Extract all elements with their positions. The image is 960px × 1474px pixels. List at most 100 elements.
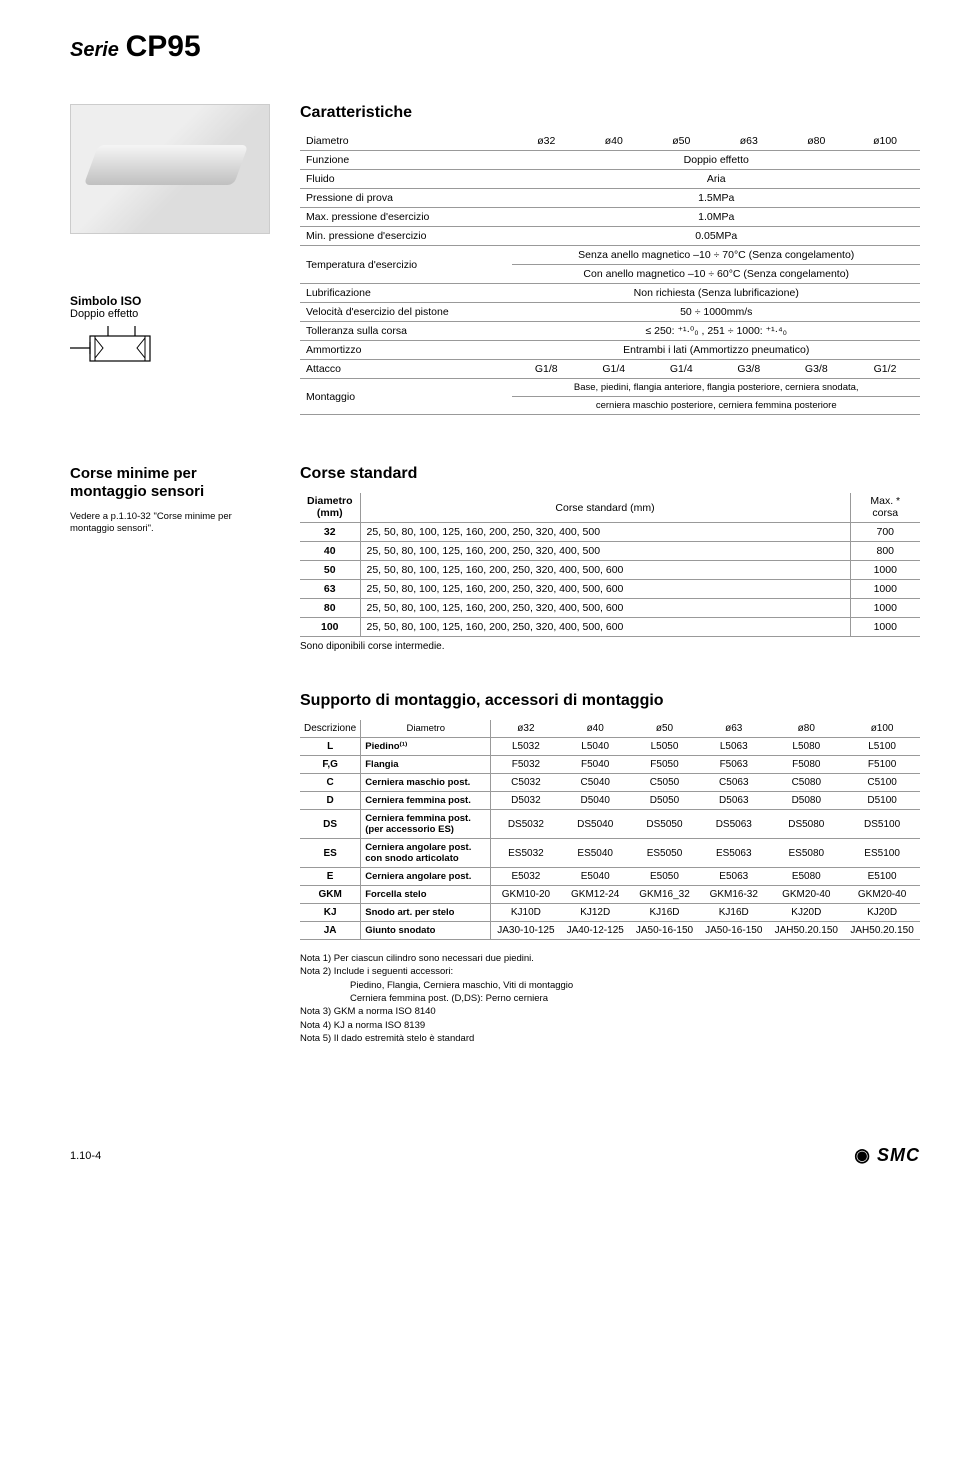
char-r7-v: ≤ 250: ⁺¹·⁰₀ , 251 ÷ 1000: ⁺¹·⁴₀ (512, 322, 920, 341)
sup-row-val: F5080 (768, 756, 844, 774)
att-3: G3/8 (715, 360, 783, 379)
char-r1-l: Fluido (300, 170, 512, 189)
iso-sub: Doppio effetto (70, 308, 280, 320)
sup-row-val: C5050 (630, 774, 699, 792)
char-mont-l: Montaggio (300, 379, 512, 415)
sup-row-val: D5100 (844, 792, 920, 810)
sup-row-val: DS5063 (699, 810, 768, 839)
sup-row-desc: Cerniera maschio post. (361, 774, 491, 792)
iso-symbol (70, 326, 180, 371)
sup-row-val: C5100 (844, 774, 920, 792)
sup-row-val: DS5100 (844, 810, 920, 839)
top-block: Simbolo ISO Doppio effetto Caratteristic… (70, 104, 920, 415)
sup-row-code: DS (300, 810, 361, 839)
sup-row-val: D5050 (630, 792, 699, 810)
sup-row-val: L5032 (491, 738, 561, 756)
char-r4-l: Min. pressione d'esercizio (300, 227, 512, 246)
char-mont-v2: cerniera maschio posteriore, cerniera fe… (512, 397, 920, 415)
sup-row-desc: Cerniera angolare post. con snodo artico… (361, 839, 491, 868)
note-1: Nota 1) Per ciascun cilindro sono necess… (300, 952, 920, 965)
sup-row-val: ES5063 (699, 839, 768, 868)
sup-row-val: F5100 (844, 756, 920, 774)
iso-block: Simbolo ISO Doppio effetto (70, 294, 280, 371)
sup-row-val: KJ16D (699, 904, 768, 922)
sup-row-val: JAH50.20.150 (768, 922, 844, 940)
note-2a: Piedino, Flangia, Cerniera maschio, Viti… (300, 979, 920, 992)
sup-row-val: DS5032 (491, 810, 561, 839)
char-r6-l: Velocità d'esercizio del pistone (300, 303, 512, 322)
product-image (70, 104, 270, 234)
sup-row-val: F5063 (699, 756, 768, 774)
minime-title: Corse minime per montaggio sensori (70, 465, 270, 501)
char-r1-v: Aria (512, 170, 920, 189)
corse-row-d: 40 (300, 542, 360, 561)
sup-row-val: E5032 (491, 868, 561, 886)
sup-row-val: KJ20D (844, 904, 920, 922)
char-r0-l: Funzione (300, 151, 512, 170)
sup-row-val: GKM20-40 (844, 886, 920, 904)
char-r8-v: Entrambi i lati (Ammortizzo pneumatico) (512, 341, 920, 360)
char-d-1: ø40 (580, 132, 648, 151)
note-5: Nota 5) Il dado estremità stelo è standa… (300, 1032, 920, 1045)
minime-note: Vedere a p.1.10-32 "Corse minime per mon… (70, 511, 270, 536)
sup-row-desc: Piedino⁽¹⁾ (361, 738, 491, 756)
corse-row-v: 25, 50, 80, 100, 125, 160, 200, 250, 320… (360, 599, 850, 618)
corse-h-max: Max. * corsa (850, 493, 920, 523)
att-5: G1/2 (850, 360, 920, 379)
sup-row-val: JA40-12-125 (561, 922, 630, 940)
corse-row-d: 32 (300, 523, 360, 542)
char-temp-v1: Senza anello magnetico –10 ÷ 70°C (Senza… (512, 246, 920, 265)
sup-row-val: F5040 (561, 756, 630, 774)
sup-row-desc: Snodo art. per stelo (361, 904, 491, 922)
sup-row-code: C (300, 774, 361, 792)
sup-row-desc: Cerniera femmina post. (per accessorio E… (361, 810, 491, 839)
char-temp-l: Temperatura d'esercizio (300, 246, 512, 284)
sup-row-val: ES5100 (844, 839, 920, 868)
sup-row-val: ES5050 (630, 839, 699, 868)
sup-row-val: D5040 (561, 792, 630, 810)
char-r0-v: Doppio effetto (512, 151, 920, 170)
char-r2-v: 1.5MPa (512, 189, 920, 208)
sup-row-val: C5040 (561, 774, 630, 792)
lower-section: Corse minime per montaggio sensori Veder… (70, 465, 920, 652)
char-r4-v: 0.05MPa (512, 227, 920, 246)
supporto-title: Supporto di montaggio, accessori di mont… (300, 692, 920, 710)
sup-d-5: ø100 (844, 720, 920, 738)
corse-row-v: 25, 50, 80, 100, 125, 160, 200, 250, 320… (360, 580, 850, 599)
char-d-5: ø100 (850, 132, 920, 151)
series-code: CP95 (126, 30, 201, 63)
sup-row-val: E5063 (699, 868, 768, 886)
sup-h-dia: Diametro (361, 720, 491, 738)
logo-text: SMC (877, 1145, 920, 1165)
sup-row-val: L5050 (630, 738, 699, 756)
char-d-0: ø32 (512, 132, 580, 151)
corse-column: Corse standard Diametro (mm) Corse stand… (300, 465, 920, 652)
sup-row-code: KJ (300, 904, 361, 922)
corse-row-d: 80 (300, 599, 360, 618)
sup-row-val: D5080 (768, 792, 844, 810)
corse-row-v: 25, 50, 80, 100, 125, 160, 200, 250, 320… (360, 561, 850, 580)
char-r6-v: 50 ÷ 1000mm/s (512, 303, 920, 322)
att-1: G1/4 (580, 360, 648, 379)
supporto-section: Supporto di montaggio, accessori di mont… (300, 692, 920, 1045)
sup-row-desc: Flangia (361, 756, 491, 774)
char-r2-l: Pressione di prova (300, 189, 512, 208)
sup-row-val: DS5080 (768, 810, 844, 839)
char-d-3: ø63 (715, 132, 783, 151)
sup-row-desc: Cerniera femmina post. (361, 792, 491, 810)
series-prefix: Serie (70, 39, 119, 61)
sup-row-val: E5100 (844, 868, 920, 886)
supporto-notes: Nota 1) Per ciascun cilindro sono necess… (300, 952, 920, 1045)
sup-h-desc: Descrizione (300, 720, 361, 738)
sup-row-desc: Forcella stelo (361, 886, 491, 904)
sup-row-code: GKM (300, 886, 361, 904)
sup-row-val: F5032 (491, 756, 561, 774)
sup-row-code: L (300, 738, 361, 756)
sup-row-val: L5100 (844, 738, 920, 756)
corse-row-m: 700 (850, 523, 920, 542)
sup-row-val: C5032 (491, 774, 561, 792)
sup-d-4: ø80 (768, 720, 844, 738)
sup-row-val: GKM20-40 (768, 886, 844, 904)
sup-d-1: ø40 (561, 720, 630, 738)
sup-row-val: JA30-10-125 (491, 922, 561, 940)
